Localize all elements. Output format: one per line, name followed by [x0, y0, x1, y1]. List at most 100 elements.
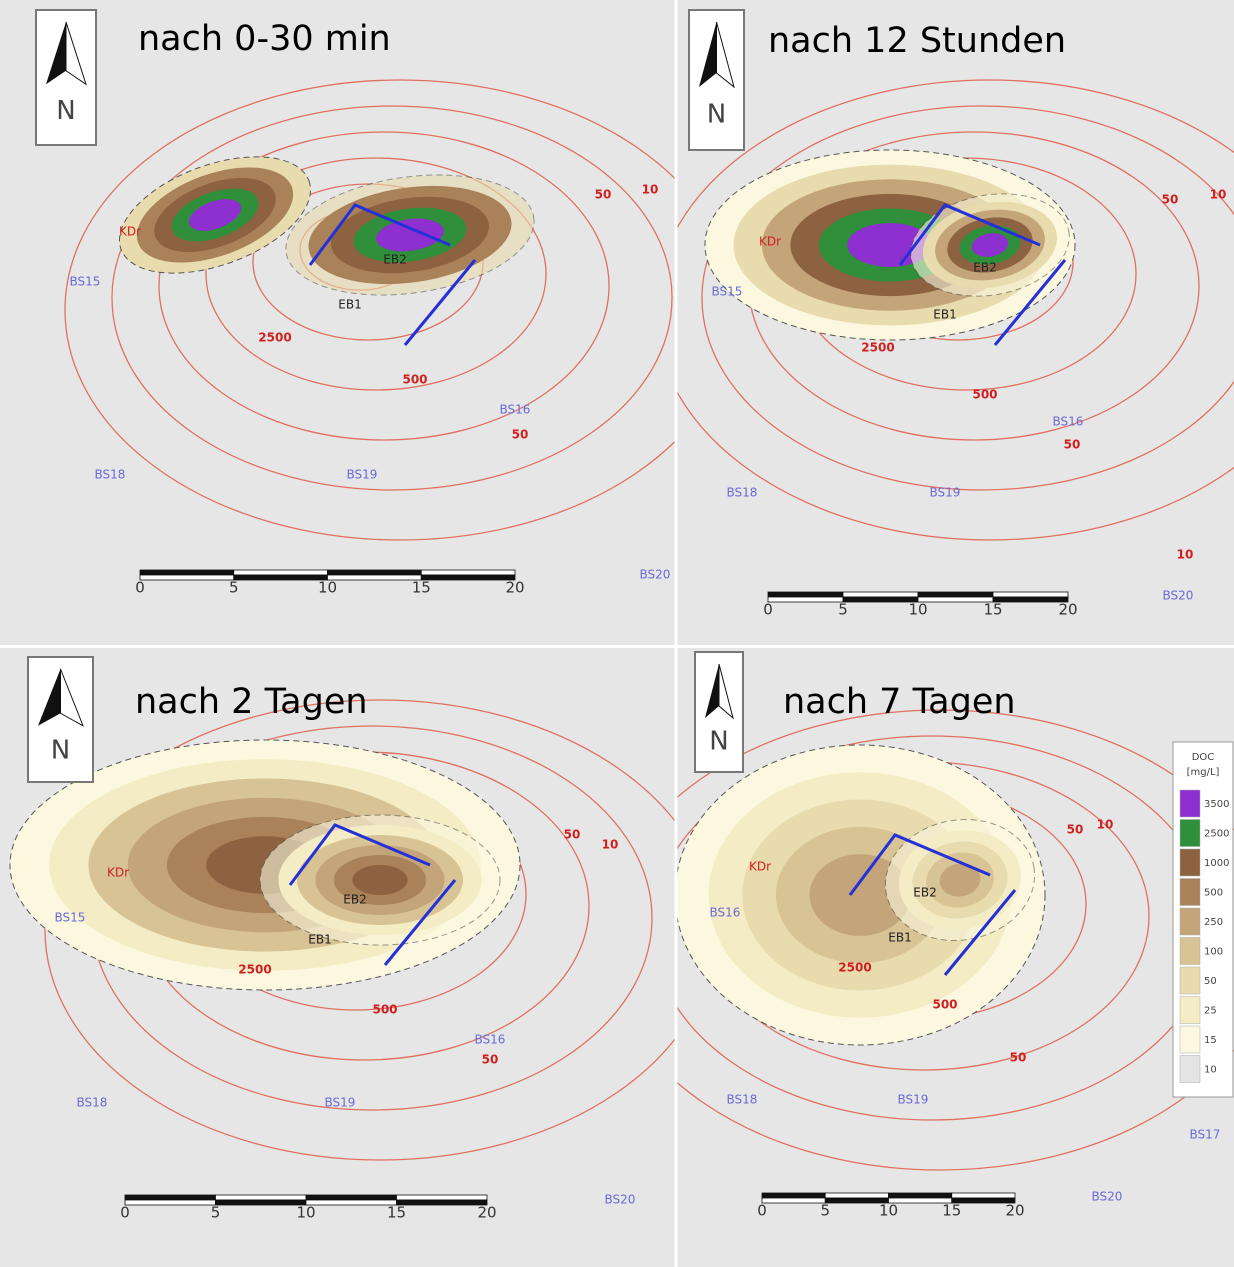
isoline-label: 50 [482, 1053, 499, 1067]
well-label: BS16 [475, 1033, 506, 1047]
isoline-label: 2500 [258, 331, 291, 345]
figure: 2500500505010BS15BS16BS18BS19BS20EB1EB2K… [0, 0, 1234, 1267]
scale-segment [843, 592, 918, 597]
well-label: BS18 [77, 1096, 108, 1110]
scale-segment [421, 575, 515, 580]
well-label: EB2 [973, 261, 996, 275]
map-panel: 2500500505010BS15BS16BS18BS19BS20EB1EB2K… [0, 648, 715, 1267]
scale-segment [328, 575, 422, 580]
isoline-label: 500 [932, 998, 957, 1012]
well-label: BS20 [1092, 1190, 1123, 1204]
scale-label: 10 [879, 1202, 898, 1220]
scale-segment [234, 570, 328, 575]
legend-swatch [1180, 820, 1200, 847]
isoline-label: 10 [1210, 188, 1227, 202]
scale-segment [889, 1193, 952, 1198]
scale-label: 5 [838, 601, 848, 619]
well-label: EB2 [383, 253, 406, 267]
legend-label: 2500 [1204, 829, 1229, 840]
scale-label: 20 [505, 579, 524, 597]
well-label: EB1 [888, 931, 911, 945]
well-label: EB1 [933, 308, 956, 322]
scale-label: 10 [296, 1204, 315, 1222]
scale-segment [768, 597, 843, 602]
scale-segment [762, 1193, 825, 1198]
legend-swatch [1180, 997, 1200, 1024]
well-label: BS18 [95, 468, 126, 482]
scale-label: 10 [908, 601, 927, 619]
well-label: EB2 [343, 893, 366, 907]
legend-swatch [1180, 908, 1200, 935]
scale-label: 15 [983, 601, 1002, 619]
well-label: KDr [759, 235, 781, 249]
scale-segment [397, 1200, 488, 1205]
isoline-label: 2500 [238, 963, 271, 977]
scale-label: 20 [1005, 1202, 1024, 1220]
scale-label: 15 [387, 1204, 406, 1222]
scale-segment [825, 1193, 888, 1198]
scale-segment [993, 597, 1068, 602]
panel-title: nach 2 Tagen [135, 682, 368, 722]
scale-segment [843, 597, 918, 602]
isoline-label: 10 [1097, 818, 1114, 832]
scale-segment [140, 575, 234, 580]
north-label: N [56, 96, 75, 126]
isoline-label: 50 [1010, 1051, 1027, 1065]
legend-swatch [1180, 790, 1200, 817]
terrain [0, 0, 675, 645]
isoline-label: 50 [1162, 193, 1179, 207]
legend-title: DOC [1192, 752, 1215, 763]
scale-segment [918, 592, 993, 597]
legend-swatch [1180, 849, 1200, 876]
scale-segment [140, 570, 234, 575]
isoline-label: 500 [372, 1003, 397, 1017]
legend-label: 15 [1204, 1035, 1217, 1046]
well-label: BS20 [1163, 589, 1194, 603]
scale-label: 0 [135, 579, 145, 597]
legend-unit: [mg/L] [1187, 767, 1220, 778]
legend-label: 10 [1204, 1065, 1217, 1076]
isoline-label: 2500 [861, 341, 894, 355]
scale-segment [216, 1200, 307, 1205]
well-label: BS15 [70, 275, 101, 289]
legend-swatch [1180, 938, 1200, 965]
scale-segment [421, 570, 515, 575]
legend-swatch [1180, 1056, 1200, 1083]
legend-label: 3500 [1204, 799, 1229, 810]
legend-label: 50 [1204, 976, 1217, 987]
well-label: BS20 [640, 568, 671, 582]
scale-segment [397, 1195, 488, 1200]
scale-label: 5 [820, 1202, 830, 1220]
well-label: BS19 [898, 1093, 929, 1107]
north-label: N [707, 100, 726, 130]
isoline-label: 50 [1064, 438, 1081, 452]
legend-label: 250 [1204, 917, 1223, 928]
scale-segment [306, 1200, 397, 1205]
well-label: BS18 [727, 486, 758, 500]
north-label: N [51, 735, 70, 765]
panel-title: nach 7 Tagen [783, 682, 1016, 722]
scale-label: 15 [942, 1202, 961, 1220]
north-label: N [709, 727, 728, 757]
well-label: BS18 [727, 1093, 758, 1107]
scale-label: 0 [120, 1204, 130, 1222]
legend-swatch [1180, 967, 1200, 994]
legend-label: 25 [1204, 1006, 1217, 1017]
well-label: KDr [119, 225, 141, 239]
isoline-label: 50 [1067, 823, 1084, 837]
scale-segment [306, 1195, 397, 1200]
scale-label: 10 [318, 579, 337, 597]
isoline-label: 2500 [838, 961, 871, 975]
scale-label: 15 [412, 579, 431, 597]
well-label: BS19 [930, 486, 961, 500]
well-label: EB2 [913, 886, 936, 900]
isoline-label: 10 [642, 183, 659, 197]
well-label: BS19 [347, 468, 378, 482]
well-label: BS16 [500, 403, 531, 417]
scale-segment [125, 1195, 216, 1200]
scale-segment [918, 597, 993, 602]
scale-segment [952, 1193, 1015, 1198]
